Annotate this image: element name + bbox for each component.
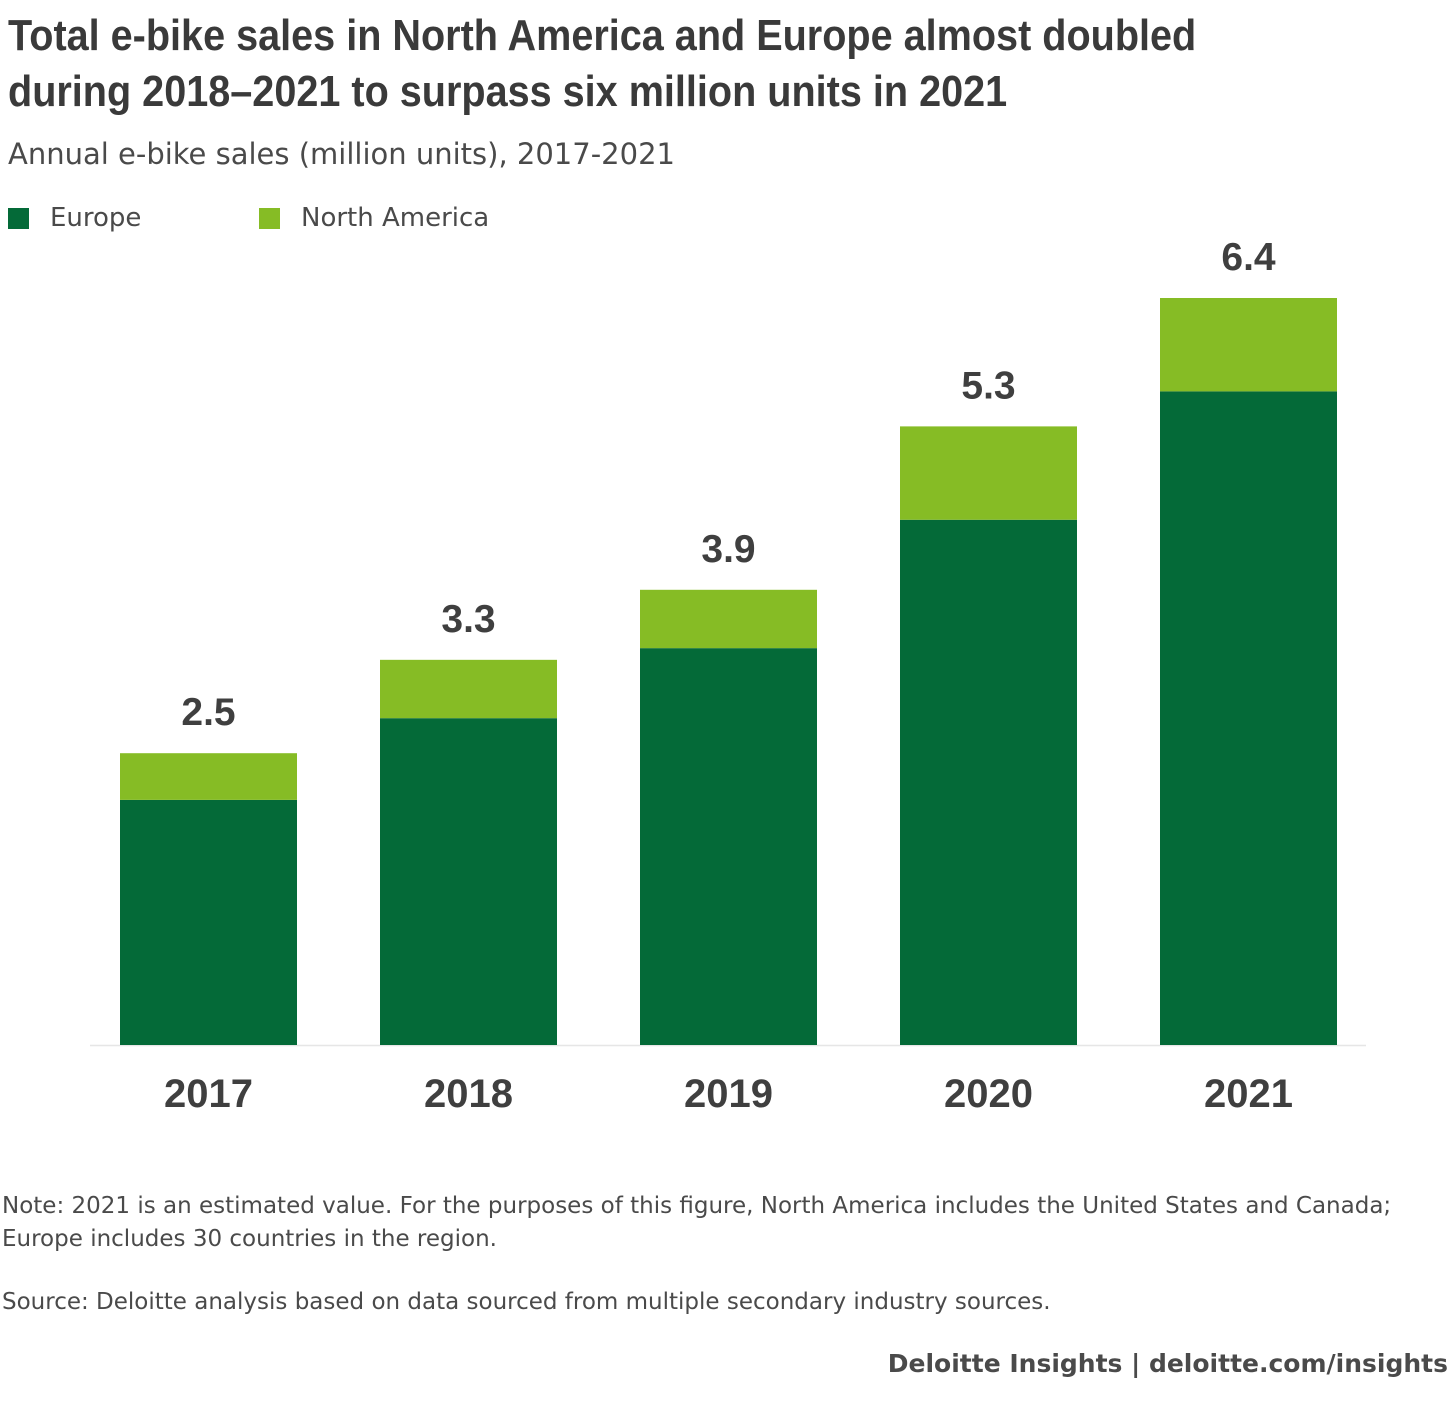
legend-swatch-europe xyxy=(8,207,29,229)
total-label-2020: 5.3 xyxy=(961,364,1015,407)
bar-europe-2021 xyxy=(1160,391,1337,1045)
legend-label-north-america: North America xyxy=(301,203,490,233)
bar-north-america-2021 xyxy=(1160,298,1337,392)
legend-item-europe: Europe xyxy=(8,198,141,238)
chart-source: Source: Deloitte analysis based on data … xyxy=(2,1289,1051,1315)
legend: Europe North America xyxy=(8,198,708,238)
total-label-2017: 2.5 xyxy=(181,691,235,734)
total-label-2018: 3.3 xyxy=(441,598,495,641)
bar-europe-2018 xyxy=(380,718,557,1045)
bar-north-america-2020 xyxy=(900,426,1077,520)
x-tick-label-2019: 2019 xyxy=(684,1072,773,1116)
chart-note: Note: 2021 is an estimated value. For th… xyxy=(2,1193,1392,1252)
bar-chart: 2.5 2017 3.3 2018 3.9 2019 5.3 2020 6.4 2021 xyxy=(90,236,1366,1116)
legend-label-europe: Europe xyxy=(50,203,142,233)
x-tick-label-2021: 2021 xyxy=(1204,1072,1293,1116)
total-label-2019: 3.9 xyxy=(701,528,755,571)
bar-north-america-2017 xyxy=(120,753,297,800)
x-tick-label-2017: 2017 xyxy=(164,1072,253,1116)
chart-title: Total e-bike sales in North America and … xyxy=(8,11,1197,116)
legend-item-north-america: North America xyxy=(259,198,489,238)
x-tick-label-2018: 2018 xyxy=(424,1072,513,1116)
total-label-2021: 6.4 xyxy=(1221,236,1276,279)
bar-north-america-2019 xyxy=(640,589,817,649)
x-tick-label-2020: 2020 xyxy=(944,1072,1033,1116)
bar-europe-2020 xyxy=(900,519,1077,1045)
legend-swatch-north-america xyxy=(259,207,280,229)
chart-subtitle: Annual e-bike sales (million units), 201… xyxy=(8,137,675,171)
bar-europe-2019 xyxy=(640,648,817,1045)
bar-europe-2017 xyxy=(120,799,297,1045)
bar-north-america-2018 xyxy=(380,659,557,719)
footer-credit: Deloitte Insights | deloitte.com/insight… xyxy=(887,1349,1448,1378)
